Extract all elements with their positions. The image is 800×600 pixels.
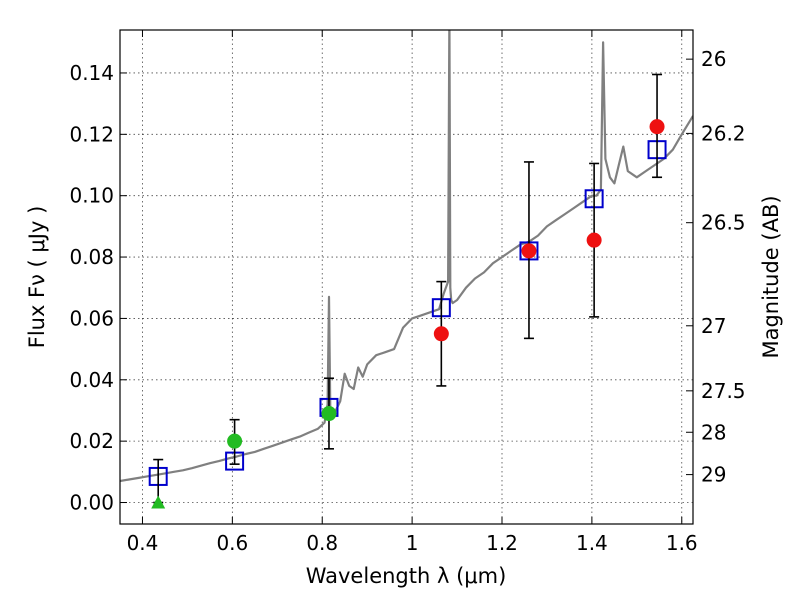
y-tick-label: 0.02 (69, 429, 114, 453)
x-tick-label: 1.2 (486, 531, 518, 555)
data-point-marker (227, 433, 243, 449)
y2-tick-label: 28 (701, 420, 726, 444)
data-point-marker (586, 232, 602, 248)
x-tick-label: 1.4 (576, 531, 608, 555)
y2-axis-label: Magnitude (AB) (759, 195, 783, 358)
data-point-marker (321, 406, 337, 422)
x-tick-label: 1 (406, 531, 419, 555)
x-tick-label: 0.4 (127, 531, 159, 555)
y2-tick-label: 29 (701, 463, 726, 487)
plot-frame (119, 29, 694, 525)
axis-ticks (120, 30, 693, 524)
y2-tick-label: 26.5 (701, 211, 746, 235)
data-point-marker (521, 243, 537, 259)
y2-tick-label: 26 (701, 47, 726, 71)
y-tick-label: 0.12 (69, 122, 114, 146)
x-tick-label: 1.6 (666, 531, 698, 555)
data-point-marker (433, 326, 449, 342)
y-tick-label: 0.14 (69, 61, 114, 85)
y2-tick-label: 27 (701, 314, 726, 338)
upper-limit-triangle (151, 495, 166, 509)
y2-tick-label: 27.5 (701, 379, 746, 403)
y-tick-label: 0.04 (69, 368, 114, 392)
plot-area (120, 30, 693, 509)
x-axis-label: Wavelength λ (μm) (306, 564, 507, 588)
y-axis-label: Flux Fν ( μJy ) (25, 206, 49, 349)
x-tick-label: 0.6 (216, 531, 248, 555)
y-tick-label: 0.08 (69, 245, 114, 269)
y2-tick-label: 26.2 (701, 121, 746, 145)
grid (120, 30, 693, 524)
y-tick-label: 0.00 (69, 491, 114, 515)
data-point-marker (649, 119, 665, 135)
tick-labels: 0.4 0.6 0.8 1 1.2 1.4 1.6 0.00 0.02 0.04 0.06 0.08 0… (69, 47, 745, 555)
spectrum-line (120, 30, 693, 483)
y-tick-label: 0.10 (69, 184, 114, 208)
y-tick-label: 0.06 (69, 306, 114, 330)
x-tick-label: 0.8 (306, 531, 338, 555)
